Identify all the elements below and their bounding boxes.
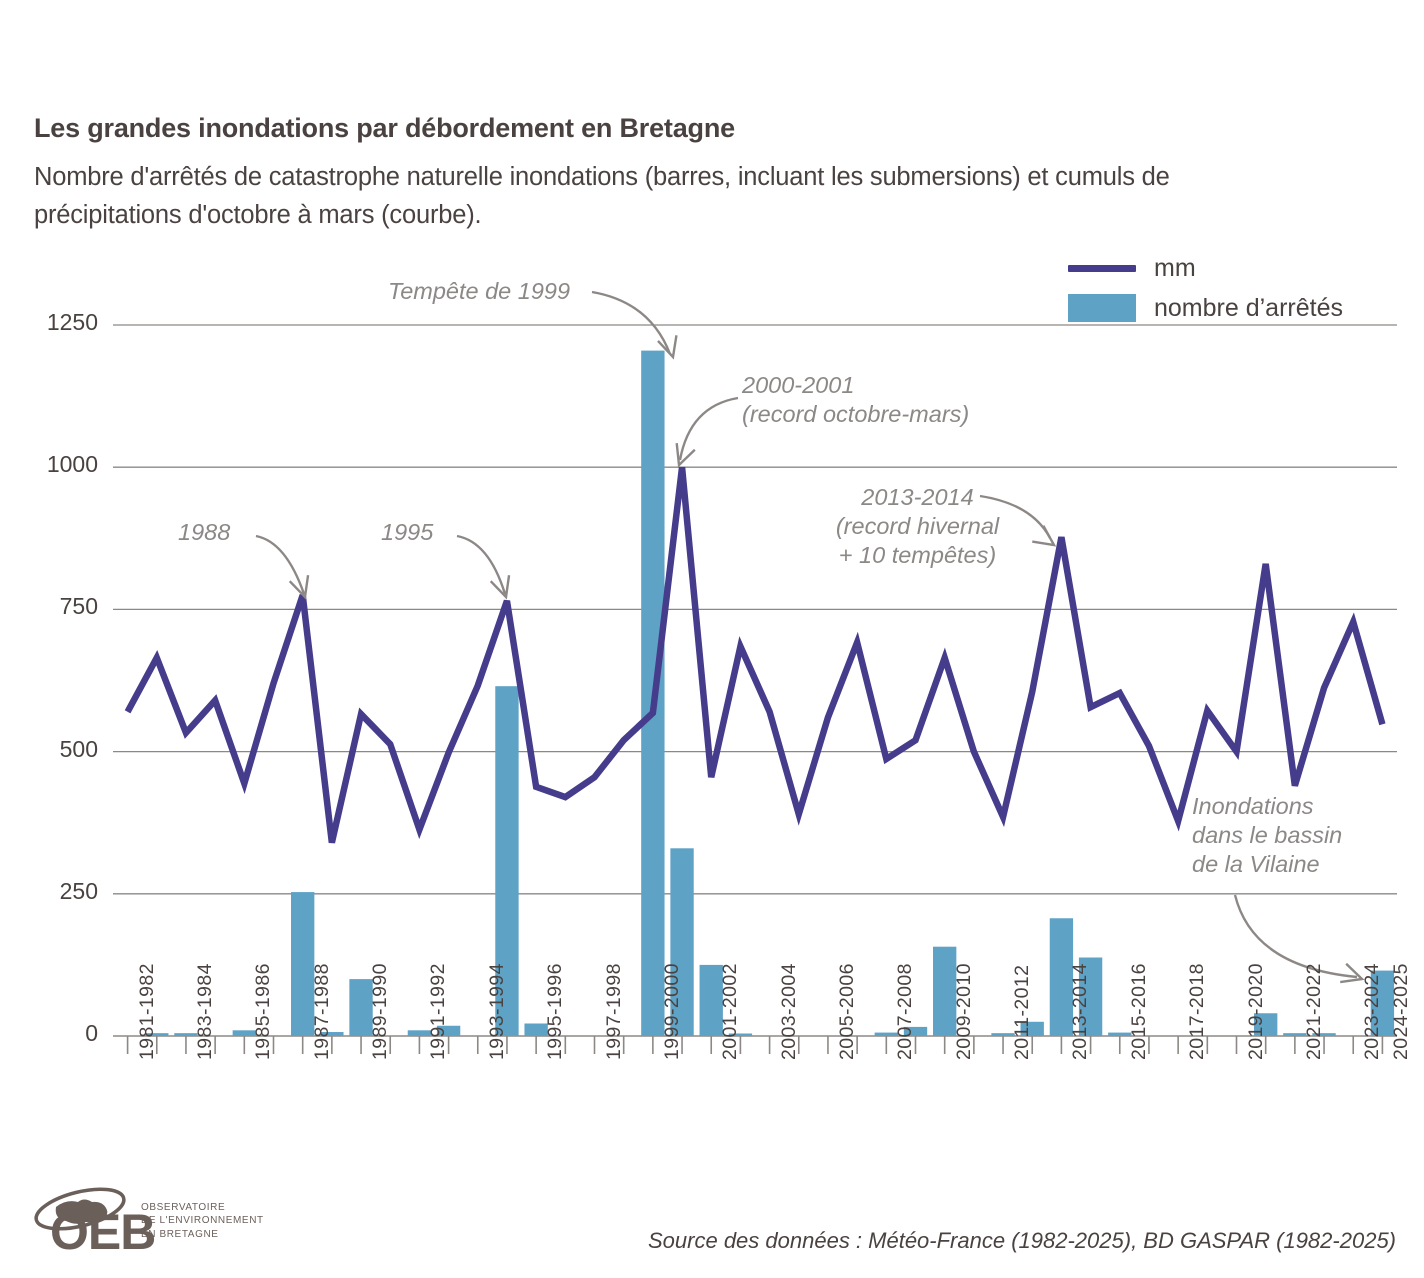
chart-legend: mm nombre d’arrêtés [1068,248,1343,328]
annotation-tempete-1999: Tempête de 1999 [388,278,571,304]
arrow-1995 [456,534,507,595]
x-tick-label-2001-2002: 2001-2002 [719,963,742,1060]
arrow-2013-2014-head [1032,525,1057,547]
annotation-vilaine: Inondations dans le bassin de la Vilaine [1192,793,1343,877]
y-tick-label-250: 250 [59,877,98,904]
arrow-1988-head [288,575,310,600]
oeb-logo-line3: EN BRETAGNE [141,1228,219,1240]
annotation-1995: 1995 [381,519,434,545]
annotation-record-2013-2014: 2013-2014 (record hivernal + 10 tempêtes… [835,484,1000,568]
x-tick-label-1983-1984: 1983-1984 [193,963,216,1060]
x-tick-label-2017-2018: 2017-2018 [1186,963,1209,1060]
x-tick-label-1995-1996: 1995-1996 [544,963,567,1060]
x-tick-label-1981-1982: 1981-1982 [135,963,158,1060]
legend-label-mm: mm [1154,253,1196,282]
y-tick-label-500: 500 [59,735,98,762]
y-tick-label-1250: 1250 [46,309,98,335]
x-tick-label-2005-2006: 2005-2006 [835,963,858,1060]
precipitation-line [124,466,1386,844]
legend-label-arretes: nombre d’arrêtés [1154,293,1343,322]
legend-bar-swatch [1068,294,1136,322]
oeb-logo: OEB OBSERVATOIRE DE L'ENVIRONNEMENT EN B… [28,1185,264,1260]
x-tick-label-2019-2020: 2019-2020 [1244,963,1267,1060]
oeb-logo-text: OBSERVATOIRE DE L'ENVIRONNEMENT EN BRETA… [141,1201,264,1242]
x-tick-label-1997-1998: 1997-1998 [602,963,625,1060]
page-title: Les grandes inondations par débordement … [34,113,735,143]
legend-item-arretes: nombre d’arrêtés [1068,288,1343,328]
annotation-record-2000-2001: 2000-2001 (record octobre-mars) [742,372,970,427]
x-tick-label-2009-2010: 2009-2010 [952,963,975,1060]
x-tick-label-2024-2025: 2024-2025 [1390,963,1413,1060]
oeb-wordmark: OEB [50,1204,156,1260]
y-tick-label-1000: 1000 [46,451,98,478]
x-tick-label-2007-2008: 2007-2008 [894,963,917,1060]
arrow-tempete-1999 [591,290,672,355]
x-tick-label-1999-2000: 1999-2000 [660,963,683,1060]
x-tick-label-2013-2014: 2013-2014 [1069,963,1092,1060]
x-tick-label-2011-2012: 2011-2012 [1011,964,1034,1060]
bar-1999-2000 [641,350,665,1037]
arrow-tempete-1999-head [657,335,678,360]
arrow-1988 [255,534,306,595]
legend-item-mm: mm [1068,248,1343,288]
x-tick-label-1987-1988: 1987-1988 [310,963,333,1060]
oeb-logo-line1: OBSERVATOIRE [141,1201,226,1213]
x-tick-label-2021-2022: 2021-2022 [1302,963,1325,1060]
x-tick-label-2023-2024: 2023-2024 [1361,963,1384,1060]
oeb-logo-mark: OEB [28,1185,156,1260]
oeb-logo-line2: DE L'ENVIRONNEMENT [141,1215,264,1227]
arrow-vilaine-head [1340,962,1365,984]
x-tick-label-1993-1994: 1993-1994 [485,963,508,1060]
y-tick-label-0: 0 [85,1020,98,1046]
source-note: Source des données : Météo-France (1982-… [648,1228,1396,1253]
x-tick-label-2015-2016: 2015-2016 [1127,963,1150,1060]
annotation-1988: 1988 [178,519,231,545]
arrow-2000-2001 [678,396,739,461]
arrow-2000-2001-head [675,442,696,468]
x-tick-label-1991-1992: 1991-1992 [427,963,450,1060]
arrow-1995-head [489,575,511,600]
y-tick-label-750: 750 [59,593,98,620]
x-tick-label-1985-1986: 1985-1986 [252,963,275,1060]
bretagne-swoosh-icon [34,1187,126,1231]
x-tick-label-2003-2004: 2003-2004 [777,963,800,1060]
x-tick-label-1989-1990: 1989-1990 [369,963,392,1060]
page-subtitle: Nombre d'arrêtés de catastrophe naturell… [34,163,1170,229]
legend-line-swatch [1068,264,1136,272]
